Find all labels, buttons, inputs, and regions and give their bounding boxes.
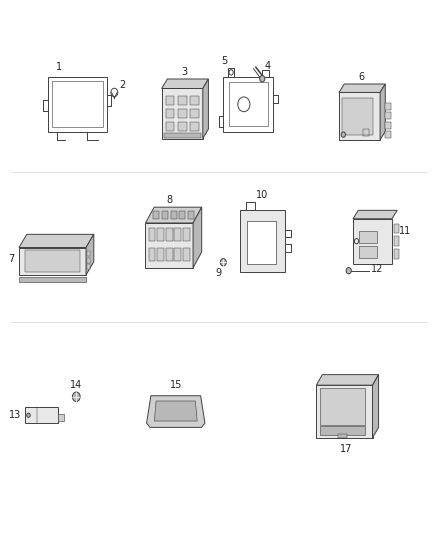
- Bar: [229, 83, 268, 126]
- Bar: [364, 130, 369, 136]
- Polygon shape: [316, 375, 378, 385]
- Bar: [223, 77, 273, 132]
- Bar: [162, 88, 203, 139]
- Polygon shape: [145, 207, 202, 223]
- Bar: [178, 122, 187, 131]
- Bar: [166, 109, 174, 118]
- Bar: [240, 209, 285, 272]
- Bar: [164, 133, 201, 138]
- Bar: [166, 228, 173, 241]
- Bar: [52, 82, 102, 127]
- Polygon shape: [380, 84, 385, 140]
- Bar: [183, 248, 190, 262]
- Text: 10: 10: [256, 190, 268, 200]
- Bar: [359, 246, 377, 257]
- Bar: [153, 212, 159, 219]
- Bar: [394, 224, 399, 233]
- Bar: [339, 92, 380, 140]
- Circle shape: [72, 392, 80, 401]
- Bar: [58, 414, 64, 421]
- Bar: [179, 212, 185, 219]
- Text: 14: 14: [70, 381, 82, 391]
- Bar: [385, 122, 391, 128]
- Polygon shape: [339, 84, 385, 92]
- Polygon shape: [193, 207, 202, 268]
- Polygon shape: [147, 395, 205, 427]
- Text: 8: 8: [166, 195, 172, 205]
- Bar: [190, 122, 199, 131]
- Text: 4: 4: [265, 61, 271, 71]
- Bar: [166, 122, 174, 131]
- Polygon shape: [19, 247, 86, 275]
- Polygon shape: [372, 375, 378, 438]
- Bar: [353, 219, 392, 264]
- Bar: [166, 96, 174, 105]
- Bar: [183, 228, 190, 241]
- Bar: [87, 258, 90, 263]
- Bar: [190, 109, 199, 118]
- Bar: [25, 407, 58, 423]
- Circle shape: [346, 268, 351, 274]
- Bar: [247, 221, 276, 264]
- Bar: [178, 109, 187, 118]
- Text: 13: 13: [9, 410, 21, 420]
- Text: 17: 17: [340, 444, 353, 454]
- Circle shape: [260, 76, 265, 82]
- Bar: [178, 96, 187, 105]
- Text: 1: 1: [56, 62, 62, 72]
- Bar: [394, 237, 399, 246]
- Bar: [385, 112, 391, 119]
- Text: 2: 2: [120, 80, 126, 90]
- Circle shape: [220, 259, 226, 266]
- Bar: [385, 103, 391, 110]
- Text: 3: 3: [181, 67, 187, 77]
- Bar: [157, 248, 164, 262]
- Polygon shape: [154, 401, 197, 421]
- Text: 11: 11: [399, 225, 411, 236]
- Circle shape: [27, 413, 30, 417]
- Polygon shape: [162, 79, 208, 88]
- Bar: [87, 252, 90, 256]
- Text: 5: 5: [221, 56, 227, 66]
- Bar: [166, 248, 173, 262]
- Bar: [316, 385, 372, 438]
- Bar: [145, 223, 193, 268]
- Bar: [394, 249, 399, 259]
- Bar: [148, 248, 155, 262]
- Bar: [170, 212, 177, 219]
- Bar: [87, 264, 90, 269]
- Circle shape: [341, 132, 346, 138]
- Polygon shape: [203, 79, 208, 139]
- Bar: [25, 250, 80, 272]
- Bar: [188, 212, 194, 219]
- Bar: [359, 231, 377, 243]
- Polygon shape: [86, 235, 94, 275]
- Bar: [174, 228, 181, 241]
- Bar: [338, 434, 346, 438]
- Polygon shape: [353, 211, 397, 219]
- Text: 9: 9: [215, 268, 221, 278]
- Polygon shape: [19, 235, 94, 247]
- Bar: [148, 228, 155, 241]
- Bar: [385, 131, 391, 138]
- Text: 6: 6: [359, 72, 365, 82]
- Text: 12: 12: [371, 264, 384, 273]
- Bar: [320, 426, 365, 435]
- Text: 7: 7: [8, 254, 14, 264]
- Text: 15: 15: [170, 381, 182, 391]
- Bar: [19, 277, 86, 282]
- Bar: [162, 212, 168, 219]
- Bar: [320, 388, 365, 425]
- Bar: [342, 98, 372, 135]
- Bar: [174, 248, 181, 262]
- Bar: [190, 96, 199, 105]
- Bar: [48, 77, 106, 132]
- Bar: [157, 228, 164, 241]
